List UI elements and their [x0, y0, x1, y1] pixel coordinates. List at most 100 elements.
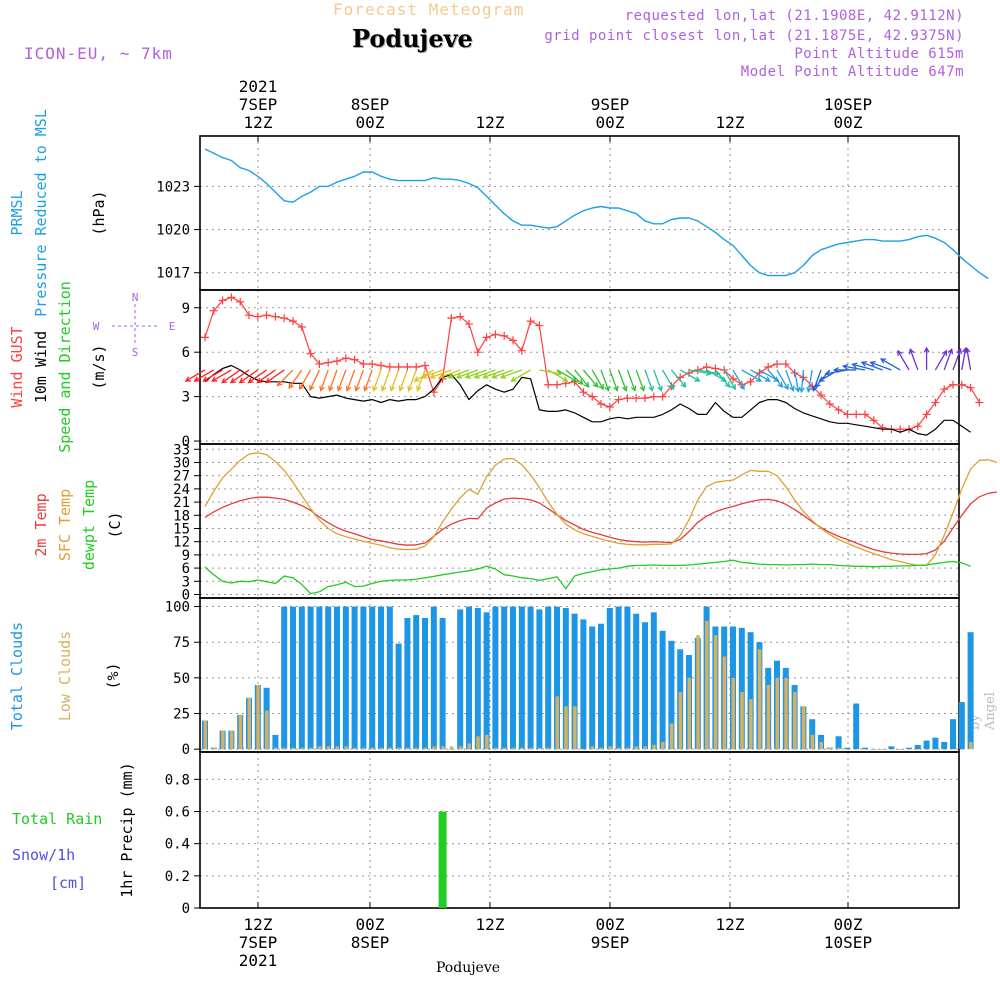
wind-arrow-head: [455, 373, 463, 379]
y-tick-label: 0: [182, 742, 190, 758]
wind-arrow-head: [482, 373, 489, 379]
wind-arrow-head: [832, 367, 839, 373]
wind-arrow-head: [336, 385, 343, 392]
gust-marker: [975, 398, 984, 407]
wind-arrow-head: [407, 385, 413, 392]
wind-arrow-head: [256, 377, 263, 384]
wind-arrow: [483, 369, 505, 379]
wind-arrow-head: [202, 376, 209, 382]
total-cloud-bar: [738, 627, 745, 750]
wind-arrow-head: [869, 361, 876, 367]
gust-marker: [368, 360, 377, 369]
total-clouds-label: Total Clouds: [8, 622, 26, 730]
wind10m-line: [204, 364, 971, 436]
wind-arrow-head: [363, 385, 369, 392]
wind-arrow-head: [420, 373, 427, 379]
wind-arrow: [861, 361, 883, 371]
low-cloud-bar: [441, 746, 445, 750]
bottom-axis-year: 2021: [239, 951, 278, 970]
wind-arrow: [617, 369, 627, 391]
top-axis-hour: 12Z: [244, 113, 273, 132]
wind-arrow-head: [739, 383, 745, 391]
wind-arrow-head: [908, 348, 915, 355]
low-cloud-bar: [247, 697, 251, 750]
low-clouds-label: Low Clouds: [56, 631, 74, 721]
total-cloud-bar: [589, 626, 596, 750]
gust-marker: [456, 312, 465, 321]
wind-arrow-head: [319, 385, 325, 392]
total-cloud-bar: [413, 615, 420, 750]
bottom-axis-hour: 00Z: [834, 915, 863, 934]
low-cloud-bar: [423, 747, 427, 750]
total-cloud-bar: [967, 632, 974, 750]
low-cloud-bar: [889, 749, 894, 750]
total-cloud-bar: [325, 606, 332, 750]
wind-arrow-head: [630, 385, 637, 392]
y-tick-label: 1017: [156, 266, 190, 282]
gust-marker: [306, 349, 315, 358]
wind-arrow-head: [818, 376, 825, 382]
low-cloud-bar: [969, 742, 973, 750]
wind-arrow-head: [783, 383, 789, 391]
total-cloud-bar: [360, 606, 367, 750]
gust-marker: [641, 394, 649, 403]
low-cloud-bar: [810, 734, 815, 750]
low-cloud-bar: [203, 720, 207, 750]
gust-marker: [280, 314, 289, 323]
rain-legend: Total Rain: [12, 810, 102, 828]
gust-marker: [658, 392, 667, 401]
gust-marker: [324, 358, 333, 367]
compass-n: N: [132, 291, 139, 304]
temp-line-sfc: [204, 452, 998, 567]
wind-arrow-head: [598, 383, 604, 391]
wind-arrow-head: [398, 385, 405, 392]
wind-arrow-head: [447, 373, 454, 379]
temp-line-t2m: [204, 491, 998, 556]
wind-arrow: [299, 369, 312, 390]
wind-arrow: [212, 369, 232, 382]
gust-marker: [957, 380, 966, 389]
wind-arrow-head: [583, 381, 590, 388]
low-cloud-bar: [564, 706, 568, 750]
low-cloud-bar: [529, 747, 533, 750]
wind-arrow: [966, 348, 972, 371]
wind-arrow: [309, 369, 320, 391]
y-tick-label: 9: [182, 301, 190, 317]
wind-arrow-head: [841, 363, 849, 370]
gust-marker: [271, 312, 280, 321]
wind-arrow-head: [730, 383, 736, 391]
wind-arrow: [880, 358, 901, 371]
gust-marker: [333, 357, 341, 366]
gust-marker: [544, 380, 553, 389]
wind-arrow: [897, 350, 910, 371]
panel-pressure: [194, 135, 960, 291]
total-cloud-bar: [853, 703, 860, 750]
low-cloud-bar: [581, 749, 586, 750]
wind-arrow: [600, 369, 610, 391]
gust-marker: [746, 377, 755, 386]
low-cloud-bar: [793, 692, 797, 750]
y-tick-label: 50: [173, 671, 190, 687]
wind-arrow: [430, 369, 452, 379]
gust-marker: [209, 306, 218, 315]
y-tick-label: 25: [173, 707, 190, 723]
wind-arrow: [492, 369, 514, 379]
wind-arrow: [372, 369, 382, 391]
compass-e: E: [169, 320, 176, 333]
gust-marker: [869, 416, 878, 425]
y-tick-label: 12: [173, 535, 190, 551]
low-cloud-bar: [493, 747, 498, 750]
top-axis-hour: 00Z: [834, 113, 863, 132]
wind-arrow-head: [806, 386, 813, 393]
low-cloud-bar: [854, 749, 859, 750]
total-cloud-bar: [457, 609, 464, 750]
bottom-location-label: Podujeve: [436, 960, 500, 976]
y-tick-label: 3: [182, 574, 190, 590]
gust-marker: [377, 361, 385, 370]
gust-marker: [931, 398, 940, 407]
gust-marker: [817, 391, 825, 400]
wind-arrow: [337, 369, 347, 391]
temp-line-dewpt: [204, 559, 971, 595]
gust-marker: [764, 363, 773, 371]
wind-arrow: [465, 369, 487, 379]
